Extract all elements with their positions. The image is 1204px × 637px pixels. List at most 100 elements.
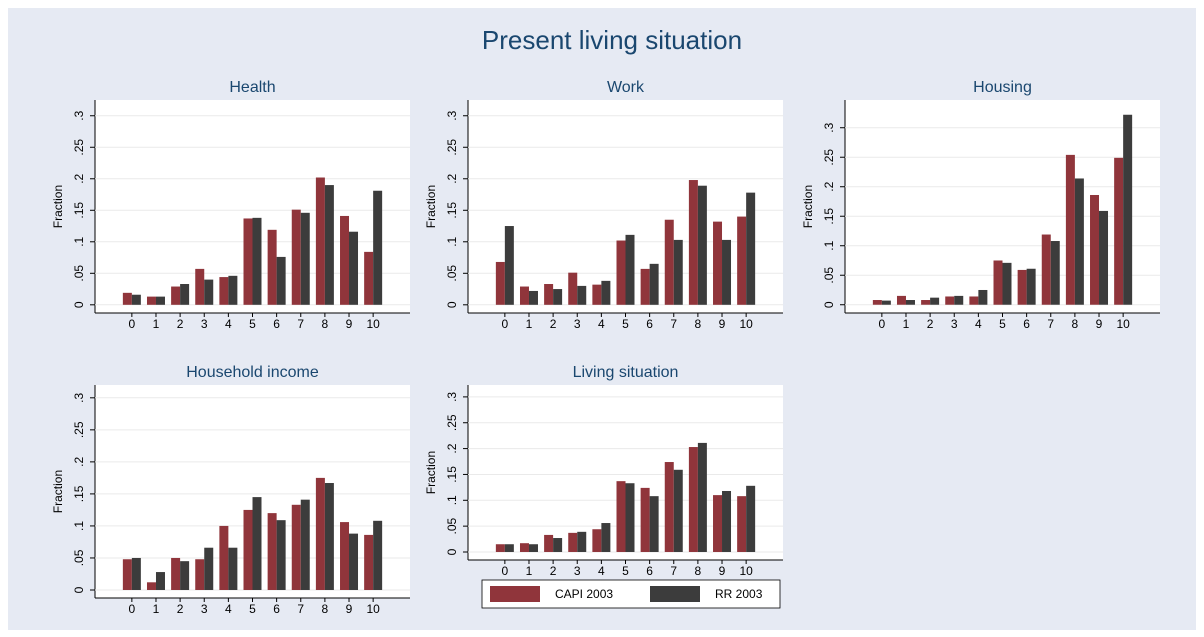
bar — [568, 532, 578, 552]
bar — [276, 520, 286, 590]
y-tick-label: .05 — [445, 265, 459, 282]
bar — [519, 543, 529, 552]
y-tick-label: .25 — [822, 149, 836, 166]
x-tick-label: 3 — [201, 602, 208, 616]
y-tick-label: 0 — [72, 301, 86, 308]
bar — [905, 300, 915, 305]
bar — [364, 534, 374, 590]
x-tick-label: 1 — [153, 602, 160, 616]
bar — [625, 483, 635, 552]
x-tick-label: 4 — [598, 317, 605, 331]
x-tick-label: 10 — [739, 317, 753, 331]
bar — [601, 523, 611, 552]
bar — [553, 289, 563, 305]
bar — [195, 559, 205, 590]
bar — [1026, 268, 1036, 305]
x-tick-label: 0 — [502, 564, 509, 578]
bar — [688, 447, 698, 552]
panel-title: Household income — [186, 364, 319, 381]
y-tick-label: .2 — [445, 173, 459, 183]
x-tick-label: 9 — [719, 564, 726, 578]
bar — [746, 485, 756, 552]
bar — [1041, 234, 1051, 305]
x-tick-label: 2 — [550, 317, 557, 331]
y-tick-label: 0 — [445, 301, 459, 308]
x-tick-label: 3 — [574, 564, 581, 578]
y-tick-label: .25 — [72, 421, 86, 438]
x-tick-label: 0 — [129, 317, 136, 331]
bar — [373, 520, 383, 590]
x-tick-label: 1 — [526, 564, 533, 578]
bar — [528, 544, 538, 552]
x-tick-label: 7 — [297, 602, 304, 616]
bar — [664, 219, 674, 305]
x-tick-label: 0 — [502, 317, 509, 331]
bar — [340, 215, 350, 305]
bar — [896, 295, 906, 305]
y-tick-label: .05 — [72, 265, 86, 282]
x-tick-label: 3 — [951, 317, 958, 331]
y-axis-label: Fraction — [51, 470, 65, 513]
bar — [592, 284, 602, 305]
bar — [519, 286, 529, 305]
y-tick-label: .15 — [445, 202, 459, 219]
bar — [373, 190, 383, 305]
y-tick-label: 0 — [72, 586, 86, 593]
bar — [267, 229, 277, 305]
x-tick-label: 6 — [273, 602, 280, 616]
bar — [122, 559, 132, 590]
x-tick-label: 10 — [739, 564, 753, 578]
bar — [528, 290, 538, 305]
x-tick-label: 0 — [879, 317, 886, 331]
bar — [315, 177, 325, 305]
bar — [131, 294, 141, 305]
x-tick-label: 9 — [346, 317, 353, 331]
chart-title: Present living situation — [482, 25, 742, 55]
bar — [228, 547, 238, 590]
x-tick-label: 2 — [927, 317, 934, 331]
legend-label: RR 2003 — [715, 587, 763, 601]
x-tick-label: 6 — [273, 317, 280, 331]
bar — [364, 251, 374, 305]
x-tick-label: 9 — [346, 602, 353, 616]
x-tick-label: 7 — [297, 317, 304, 331]
x-tick-label: 10 — [366, 602, 380, 616]
x-tick-label: 4 — [975, 317, 982, 331]
x-tick-label: 3 — [574, 317, 581, 331]
panel-title: Health — [229, 79, 275, 96]
bar — [1123, 114, 1133, 305]
bar — [553, 538, 563, 552]
bar — [1114, 157, 1124, 305]
y-tick-label: .25 — [445, 139, 459, 156]
y-tick-label: .2 — [72, 457, 86, 467]
bar — [495, 544, 505, 552]
bar — [155, 296, 165, 305]
bar — [267, 513, 277, 590]
bar — [1074, 178, 1084, 305]
y-tick-label: .3 — [445, 392, 459, 402]
x-tick-label: 2 — [177, 602, 184, 616]
bar — [881, 300, 891, 305]
bar — [688, 180, 698, 305]
bar — [954, 295, 964, 305]
bar — [219, 525, 229, 590]
bar — [1017, 269, 1027, 305]
bar — [577, 531, 587, 552]
bar — [291, 504, 301, 590]
bar — [171, 557, 181, 590]
bar — [640, 268, 650, 305]
y-tick-label: .05 — [72, 549, 86, 566]
bar — [171, 286, 181, 305]
bar — [504, 544, 514, 552]
bar — [276, 256, 286, 305]
x-tick-label: 10 — [366, 317, 380, 331]
panel-title: Work — [607, 79, 645, 96]
bar — [592, 529, 602, 552]
bar — [180, 561, 190, 590]
bar — [625, 234, 635, 305]
bar — [1065, 154, 1075, 305]
x-tick-label: 6 — [646, 564, 653, 578]
y-tick-label: .25 — [445, 414, 459, 431]
bar — [146, 296, 156, 305]
